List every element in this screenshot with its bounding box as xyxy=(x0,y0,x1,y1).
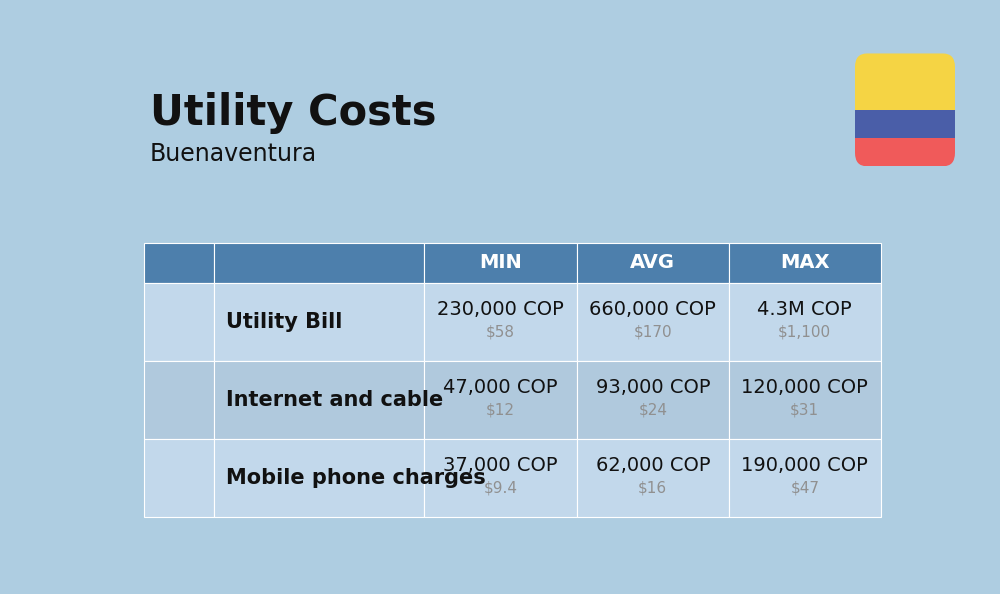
FancyBboxPatch shape xyxy=(729,243,881,283)
Text: $16: $16 xyxy=(638,481,667,496)
Text: Buenaventura: Buenaventura xyxy=(150,142,317,166)
Text: 190,000 COP: 190,000 COP xyxy=(741,456,868,475)
FancyBboxPatch shape xyxy=(855,53,955,110)
Text: $12: $12 xyxy=(486,403,515,418)
FancyBboxPatch shape xyxy=(214,439,424,517)
FancyBboxPatch shape xyxy=(729,361,881,439)
Text: $170: $170 xyxy=(633,325,672,340)
FancyBboxPatch shape xyxy=(577,243,729,283)
FancyBboxPatch shape xyxy=(855,138,955,166)
Text: 47,000 COP: 47,000 COP xyxy=(443,378,558,397)
FancyBboxPatch shape xyxy=(144,439,214,517)
Text: Utility Costs: Utility Costs xyxy=(150,92,436,134)
FancyBboxPatch shape xyxy=(214,243,424,283)
Text: 230,000 COP: 230,000 COP xyxy=(437,300,564,319)
FancyBboxPatch shape xyxy=(729,283,881,361)
Text: $58: $58 xyxy=(486,325,515,340)
Text: MAX: MAX xyxy=(780,254,830,273)
Text: 660,000 COP: 660,000 COP xyxy=(589,300,716,319)
FancyBboxPatch shape xyxy=(214,283,424,361)
FancyBboxPatch shape xyxy=(214,361,424,439)
FancyBboxPatch shape xyxy=(577,361,729,439)
Text: $24: $24 xyxy=(638,403,667,418)
Text: Internet and cable: Internet and cable xyxy=(226,390,443,410)
FancyBboxPatch shape xyxy=(577,439,729,517)
Text: AVG: AVG xyxy=(630,254,675,273)
FancyBboxPatch shape xyxy=(424,243,577,283)
FancyBboxPatch shape xyxy=(729,439,881,517)
Text: Mobile phone charges: Mobile phone charges xyxy=(226,468,486,488)
FancyBboxPatch shape xyxy=(855,110,955,138)
Text: MIN: MIN xyxy=(479,254,522,273)
Text: 120,000 COP: 120,000 COP xyxy=(741,378,868,397)
FancyBboxPatch shape xyxy=(144,243,214,283)
Text: Utility Bill: Utility Bill xyxy=(226,312,342,332)
Text: $31: $31 xyxy=(790,403,819,418)
Text: $1,100: $1,100 xyxy=(778,325,831,340)
Text: 62,000 COP: 62,000 COP xyxy=(596,456,710,475)
Text: 4.3M COP: 4.3M COP xyxy=(757,300,852,319)
FancyBboxPatch shape xyxy=(144,283,214,361)
FancyBboxPatch shape xyxy=(424,361,577,439)
FancyBboxPatch shape xyxy=(424,283,577,361)
FancyBboxPatch shape xyxy=(424,439,577,517)
Text: 93,000 COP: 93,000 COP xyxy=(596,378,710,397)
FancyBboxPatch shape xyxy=(577,283,729,361)
FancyBboxPatch shape xyxy=(144,361,214,439)
Text: $9.4: $9.4 xyxy=(483,481,517,496)
Text: 37,000 COP: 37,000 COP xyxy=(443,456,558,475)
Text: $47: $47 xyxy=(790,481,819,496)
